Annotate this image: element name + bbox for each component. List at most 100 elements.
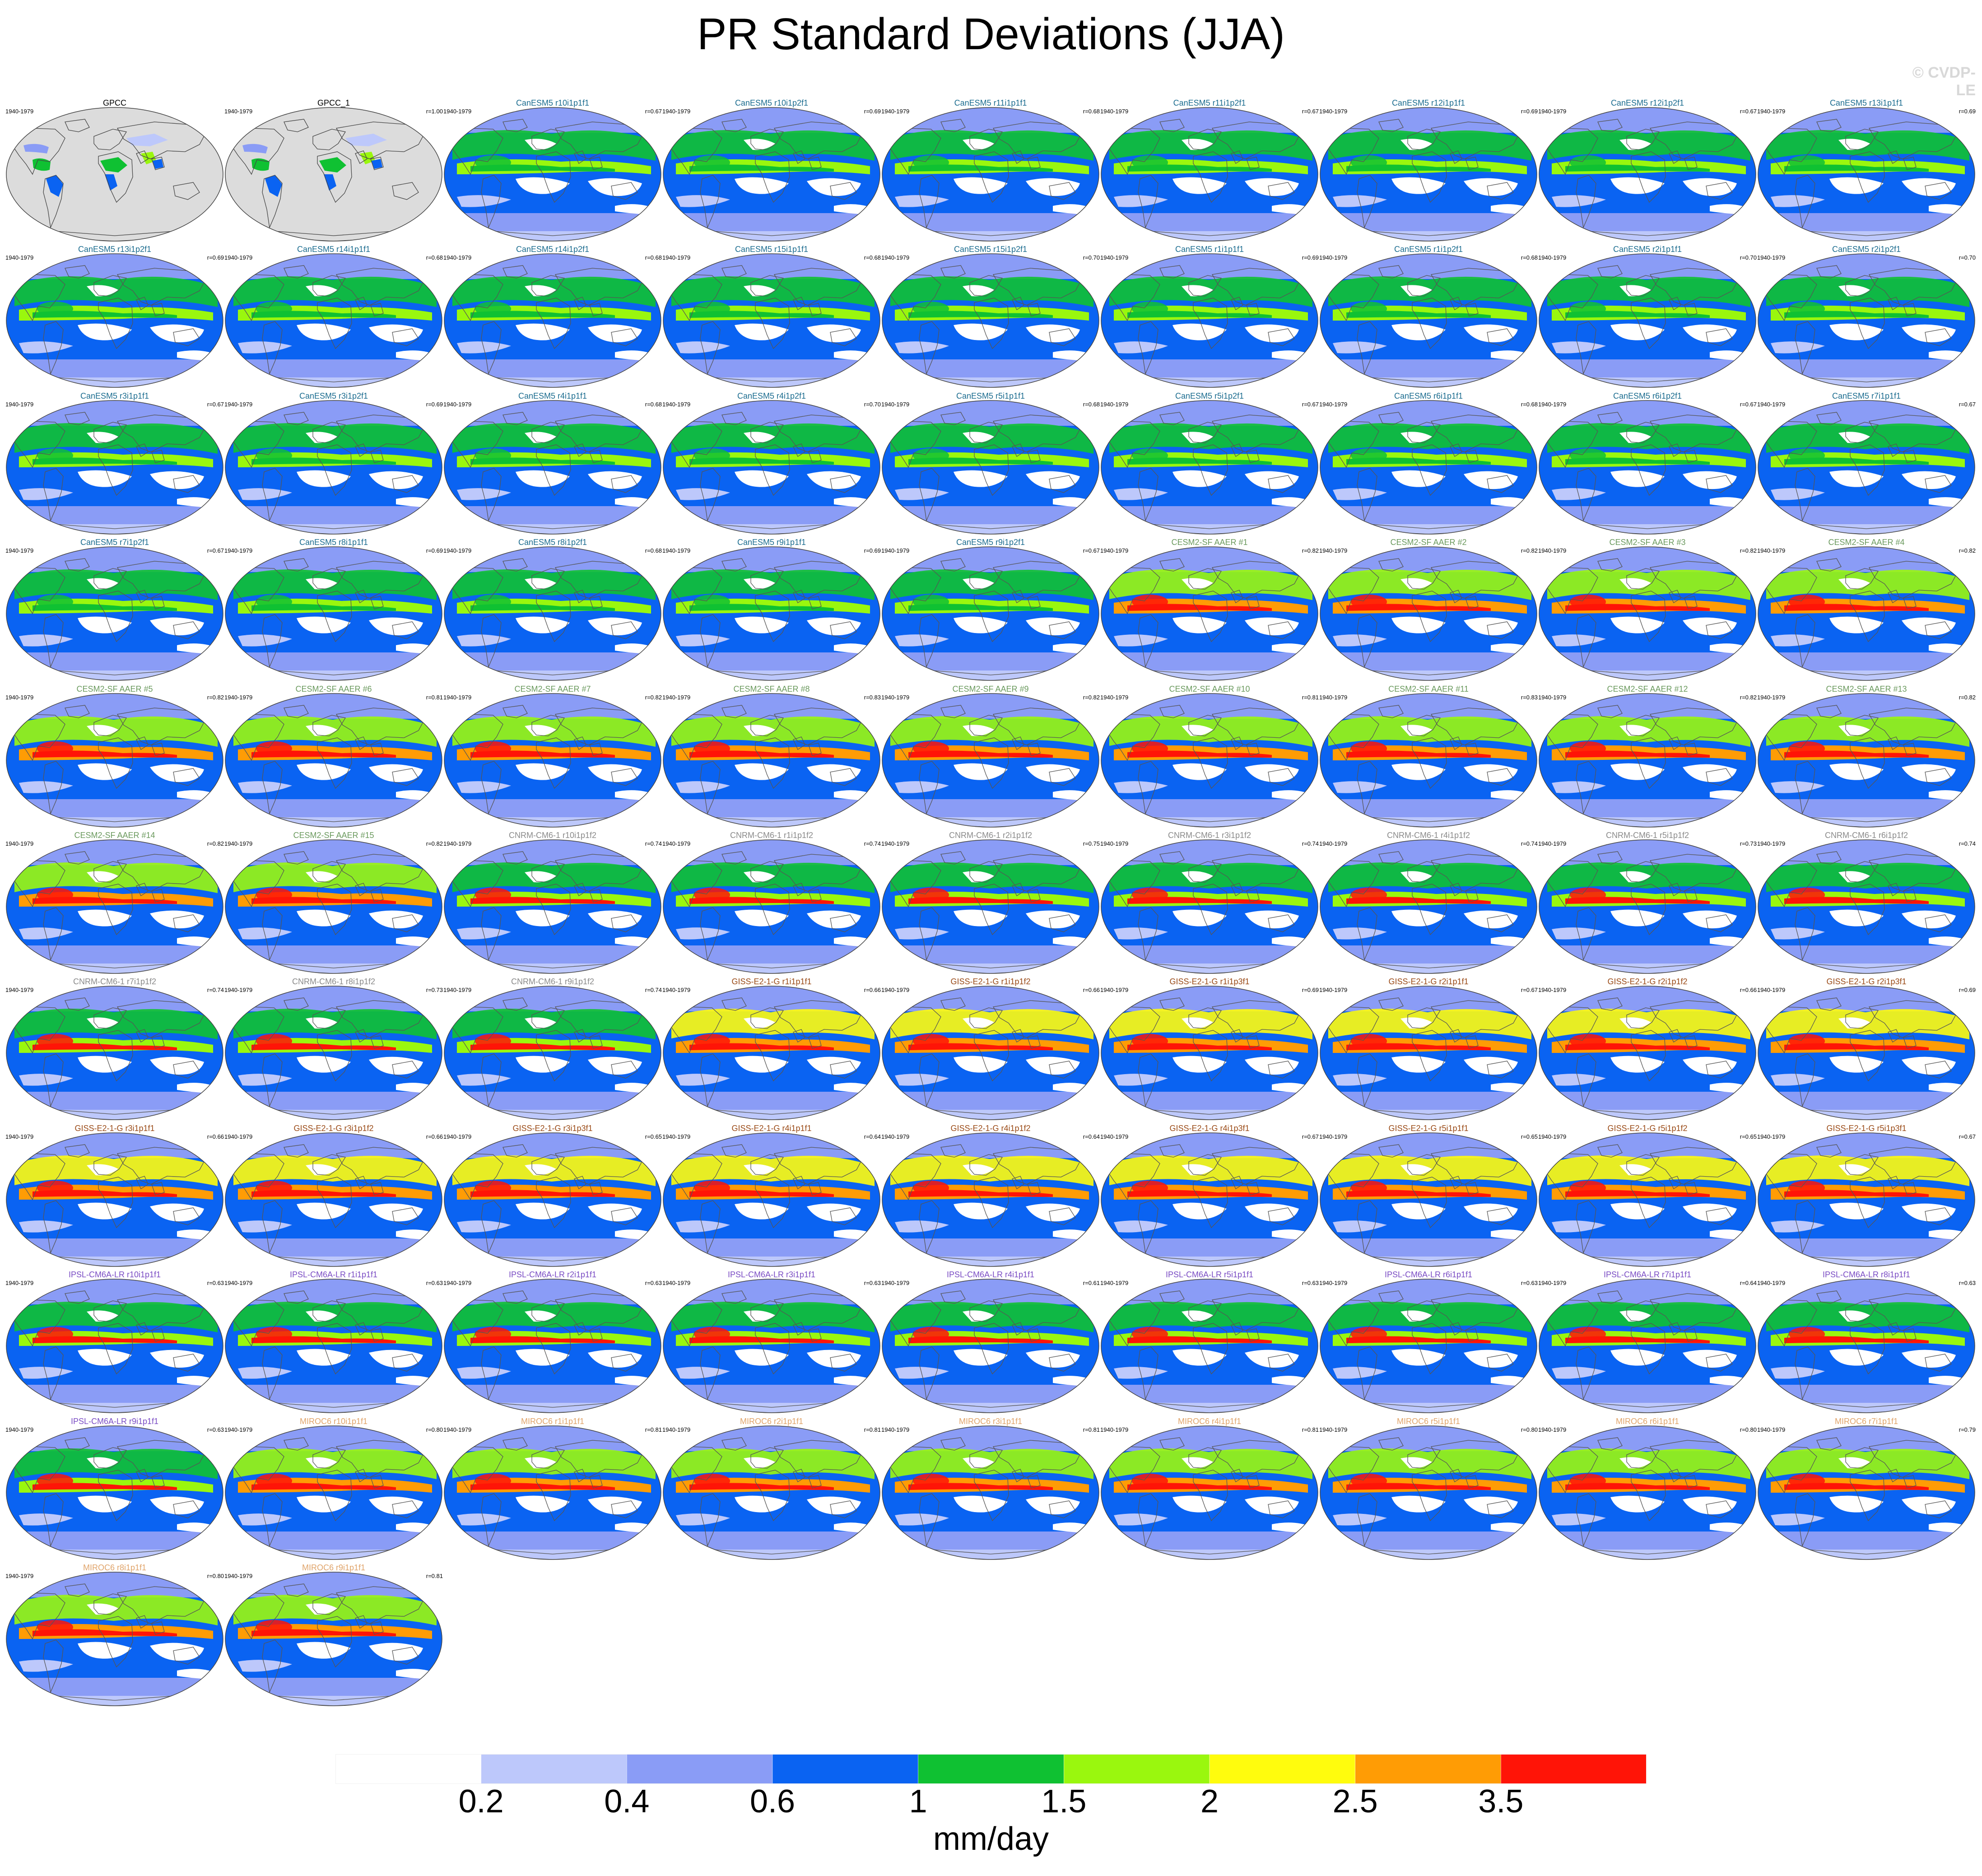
- panel-title: CanESM5 r6i1p2f1: [1613, 391, 1682, 400]
- map-panel: IPSL-CM6A-LR r5i1p1f1 1940-1979 r=0.63: [1100, 1270, 1319, 1413]
- panel-title: CNRM-CM6-1 r5i1p1f2: [1605, 831, 1689, 840]
- map-image: [225, 253, 442, 388]
- panel-period: 1940-1979: [1319, 254, 1348, 261]
- map-image: [882, 986, 1099, 1121]
- panel-period: 1940-1979: [1757, 400, 1786, 408]
- panel-period: 1940-1979: [1319, 1133, 1348, 1140]
- panel-correlation: r=0.82: [207, 694, 224, 701]
- panel-period: 1940-1979: [1100, 1133, 1129, 1140]
- panel-period: 1940-1979: [5, 1280, 34, 1287]
- panel-correlation: r=0.68: [1083, 108, 1100, 115]
- panel-correlation: r=0.82: [1959, 547, 1976, 554]
- panel-correlation: r=0.82: [1083, 694, 1100, 701]
- panel-period: 1940-1979: [443, 547, 472, 554]
- map-panel: GISS-E2-1-G r5i1p1f1 1940-1979 r=0.65: [1319, 1123, 1538, 1267]
- map-panel: CanESM5 r2i1p1f1 1940-1979 r=0.70: [1538, 244, 1757, 388]
- panel-title: CanESM5 r15i1p1f1: [735, 245, 809, 254]
- panel-title: CESM2-SF AAER #14: [74, 831, 155, 840]
- map-image: [6, 986, 223, 1121]
- panel-correlation: r=0.63: [645, 1280, 662, 1287]
- map-image: [444, 839, 661, 974]
- panel-correlation: r=0.74: [864, 840, 881, 847]
- panel-period: 1940-1979: [662, 840, 691, 847]
- map-image: [1320, 546, 1537, 681]
- panel-correlation: r=0.83: [864, 694, 881, 701]
- panel-period: 1940-1979: [1100, 987, 1129, 994]
- panel-correlation: r=0.68: [1521, 400, 1538, 408]
- panel-correlation: r=0.68: [864, 254, 881, 261]
- map-panel: IPSL-CM6A-LR r1i1p1f1 1940-1979 r=0.63: [224, 1270, 443, 1413]
- map-panel: MIROC6 r4i1p1f1 1940-1979 r=0.81: [1100, 1416, 1319, 1560]
- panel-correlation: r=0.70: [864, 400, 881, 408]
- panel-title: GPCC_1: [317, 98, 350, 107]
- panel-correlation: r=0.69: [426, 547, 443, 554]
- map-image: [1539, 1425, 1756, 1560]
- panel-period: 1940-1979: [662, 1133, 691, 1140]
- map-panel: CNRM-CM6-1 r1i1p1f2 1940-1979 r=0.74: [662, 830, 881, 974]
- panel-correlation: r=0.67: [1521, 987, 1538, 994]
- panel-period: 1940-1979: [1100, 547, 1129, 554]
- panel-period: 1940-1979: [443, 1133, 472, 1140]
- panel-period: 1940-1979: [5, 254, 34, 261]
- panel-title: CanESM5 r4i1p2f1: [737, 391, 806, 400]
- map-image: [1758, 546, 1975, 681]
- panel-period: 1940-1979: [881, 1133, 910, 1140]
- panel-period: 1940-1979: [1538, 400, 1567, 408]
- panel-period: 1940-1979: [1319, 547, 1348, 554]
- panel-period: 1940-1979: [5, 1133, 34, 1140]
- map-panel: CESM2-SF AAER #9 1940-1979 r=0.82: [881, 684, 1100, 828]
- map-image: [1320, 1132, 1537, 1267]
- panel-title: CNRM-CM6-1 r3i1p1f2: [1168, 831, 1252, 840]
- panel-correlation: r=0.82: [426, 840, 443, 847]
- panel-title: GISS-E2-1-G r5i1p1f1: [1388, 1123, 1469, 1133]
- map-image: [1101, 1279, 1318, 1413]
- colorbar-units: mm/day: [933, 1821, 1049, 1857]
- panel-correlation: r=0.66: [1740, 987, 1757, 994]
- panel-title: CNRM-CM6-1 r9i1p1f2: [511, 977, 595, 987]
- panel-correlation: r=0.66: [207, 1133, 224, 1140]
- map-image: [663, 839, 880, 974]
- panel-correlation: r=0.65: [1740, 1133, 1757, 1140]
- panel-correlation: r=0.68: [645, 547, 662, 554]
- panel-title: MIROC6 r10i1p1f1: [299, 1416, 368, 1426]
- map-image: [1758, 1279, 1975, 1413]
- panel-correlation: r=0.79: [1959, 1426, 1976, 1433]
- map-image: [225, 1572, 442, 1706]
- panel-period: 1940-1979: [1319, 840, 1348, 847]
- panel-period: 1940-1979: [224, 1280, 253, 1287]
- panel-correlation: r=0.69: [1959, 987, 1976, 994]
- panel-correlation: r=0.69: [1521, 108, 1538, 115]
- map-panel: CESM2-SF AAER #11 1940-1979 r=0.83: [1319, 684, 1538, 828]
- panel-period: 1940-1979: [1538, 1426, 1567, 1433]
- panel-period: 1940-1979: [1319, 1280, 1348, 1287]
- panel-title: CanESM5 r1i1p1f1: [1175, 245, 1244, 254]
- panel-correlation: r=0.65: [645, 1133, 662, 1140]
- panel-correlation: r=0.74: [1302, 840, 1319, 847]
- map-image: [444, 693, 661, 828]
- panel-period: 1940-1979: [662, 400, 691, 408]
- panel-correlation: r=0.83: [1521, 694, 1538, 701]
- map-panel: CanESM5 r10i1p2f1 1940-1979 r=0.69: [662, 98, 881, 242]
- panel-title: CanESM5 r8i1p2f1: [518, 538, 587, 547]
- map-panel: CanESM5 r9i1p1f1 1940-1979 r=0.69: [662, 537, 881, 681]
- panel-period: 1940-1979: [881, 108, 910, 115]
- map-panel: GISS-E2-1-G r5i1p1f2 1940-1979 r=0.65: [1538, 1123, 1757, 1267]
- map-image: [1101, 839, 1318, 974]
- panel-correlation: r=0.61: [1083, 1280, 1100, 1287]
- map-panel: CNRM-CM6-1 r6i1p1f2 1940-1979 r=0.74: [1757, 830, 1976, 974]
- map-image: [1539, 693, 1756, 828]
- panel-correlation: r=0.63: [207, 1280, 224, 1287]
- map-image: [1539, 1132, 1756, 1267]
- map-panel: IPSL-CM6A-LR r7i1p1f1 1940-1979 r=0.64: [1538, 1270, 1757, 1413]
- panel-period: 1940-1979: [881, 547, 910, 554]
- panel-correlation: r=0.63: [1959, 1280, 1976, 1287]
- map-panel: GISS-E2-1-G r4i1p3f1 1940-1979 r=0.67: [1100, 1123, 1319, 1267]
- panel-title: MIROC6 r8i1p1f1: [83, 1563, 147, 1572]
- panel-correlation: r=0.67: [1302, 400, 1319, 408]
- map-panel: GISS-E2-1-G r5i1p3f1 1940-1979 r=0.67: [1757, 1123, 1976, 1267]
- map-panel: CanESM5 r5i1p1f1 1940-1979 r=0.68: [881, 391, 1100, 535]
- panel-period: 1940-1979: [224, 694, 253, 701]
- map-panel: MIROC6 r10i1p1f1 1940-1979 r=0.80: [224, 1416, 443, 1560]
- panel-title: CESM2-SF AAER #6: [295, 684, 372, 694]
- panel-title: IPSL-CM6A-LR r1i1p1f1: [289, 1270, 378, 1280]
